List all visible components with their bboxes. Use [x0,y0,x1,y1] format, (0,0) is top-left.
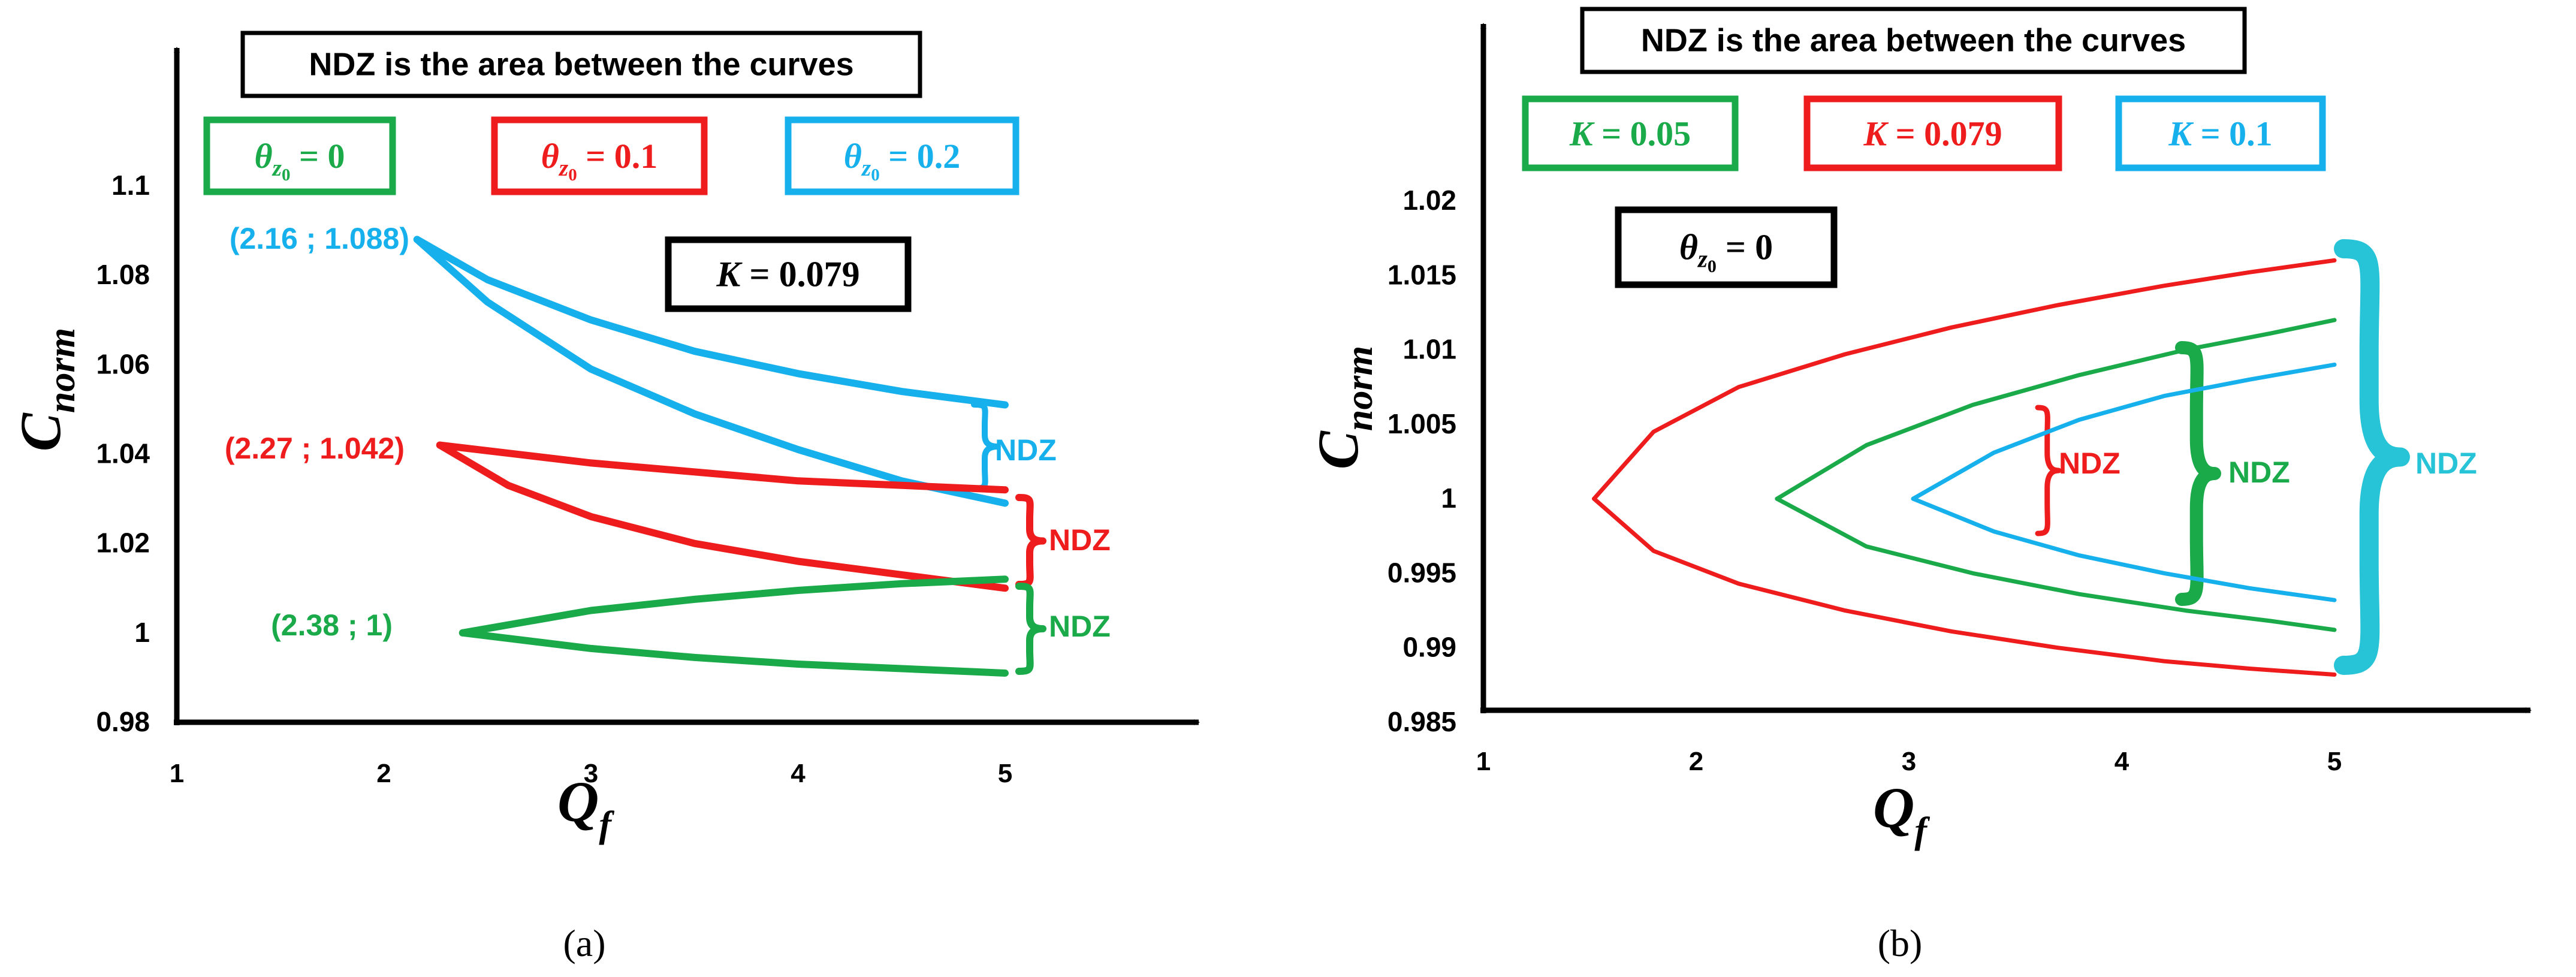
param-box [665,236,912,312]
point-label: (2.27 ; 1.042) [225,432,405,465]
legend-box [1803,95,2062,171]
legend-box [2115,95,2326,171]
legend-entry: θz0 = 0 [254,137,345,185]
series-line-lower [1911,496,2337,602]
x-tick-label: 4 [791,759,806,788]
ndz-label: NDZ [2228,456,2290,489]
legend-box [785,116,1019,195]
legend-entry: K = 0.079 [1863,114,2002,153]
y-tick-label: 1.02 [96,527,150,559]
legend-entry: θz0 = 0.2 [844,137,961,185]
x-tick-label: 5 [2327,747,2342,776]
y-tick-label: 0.98 [96,706,150,737]
chart-panel-b: 1 2 3 4 5 0.985 0.99 0.995 1 1.005 1.01 1.015 1.02 Qf… [1306,7,2532,964]
title-box-text: NDZ is the area between the curves [1641,23,2186,59]
param-box-text: K = 0.079 [716,255,859,294]
x-tick-label: 1 [170,759,184,788]
ndz-label: NDZ [1049,610,1111,643]
title-box [240,31,922,98]
title-box [1580,7,2247,74]
y-tick-label: 0.995 [1387,557,1456,588]
y-tick-label: 1.1 [111,170,150,201]
series-line-lower [436,441,1009,592]
param-box-text: θz0 = 0 [1679,228,1773,277]
series-line-upper [1911,362,2337,501]
series-line-lower [1592,496,2337,677]
chart-panel-a: 1 2 3 4 5 0.98 1 1.02 1.04 1.06 1.08 1.1 Qf Cnorm NDZ … [8,31,1200,964]
ndz-brace [971,402,1001,491]
series-line-upper [459,575,1009,637]
param-box [1615,206,1838,288]
y-tick-label: 1 [134,617,150,648]
panel-label: (b) [1878,922,1923,964]
y-tick-label: 1.06 [96,348,150,379]
legend-box [203,116,396,195]
x-axis-label: Qf [1873,776,1930,851]
y-tick-label: 1.005 [1387,408,1456,439]
series-line-upper [413,236,1009,409]
y-tick-label: 0.99 [1402,632,1456,663]
series-line-upper [436,441,1009,494]
series-line-lower [459,629,1009,677]
y-axis-label: Cnorm [8,328,83,451]
x-tick-label: 3 [1902,747,1916,776]
legend-entry: K = 0.05 [1569,114,1691,153]
series-line-lower [413,236,1009,507]
panel-label: (a) [563,922,605,964]
x-tick-label: 1 [1476,747,1491,776]
legend-box [491,116,708,195]
y-tick-label: 1.02 [1402,185,1456,216]
ndz-label: NDZ [1049,523,1111,557]
legend-entry: K = 0.1 [2168,114,2272,153]
y-tick-label: 1.01 [1402,334,1456,365]
x-tick-label: 2 [1689,747,1703,776]
title-box-text: NDZ is the area between the curves [309,47,853,83]
series-line-lower [1775,496,2337,632]
y-tick-label: 1.04 [96,438,150,469]
ndz-label: NDZ [995,433,1057,467]
y-tick-label: 1.015 [1387,259,1456,290]
ndz-brace [2175,341,2221,606]
x-tick-label: 5 [998,759,1012,788]
y-tick-label: 1.08 [96,259,150,290]
x-tick-label: 4 [2115,747,2129,776]
ndz-label: NDZ [2415,447,2477,480]
x-tick-label: 2 [376,759,391,788]
series-line-upper [1775,318,2337,501]
x-axis-label: Qf [557,770,614,845]
point-label: (2.16 ; 1.088) [230,222,409,255]
x-tick-label: 3 [584,759,598,788]
series-line-upper [1592,258,2337,501]
legend-box [1522,95,1739,171]
y-axis-label: Cnorm [1306,346,1380,469]
point-label: (2.38 ; 1) [271,608,393,642]
ndz-brace [1015,583,1046,675]
ndz-brace [2035,405,2062,536]
legend-entry: θz0 = 0.1 [541,137,658,185]
ndz-brace [2334,239,2410,675]
y-tick-label: 0.985 [1387,706,1456,737]
y-tick-label: 1 [1441,483,1456,514]
ndz-brace [1015,494,1046,588]
ndz-label: NDZ [2059,447,2120,480]
